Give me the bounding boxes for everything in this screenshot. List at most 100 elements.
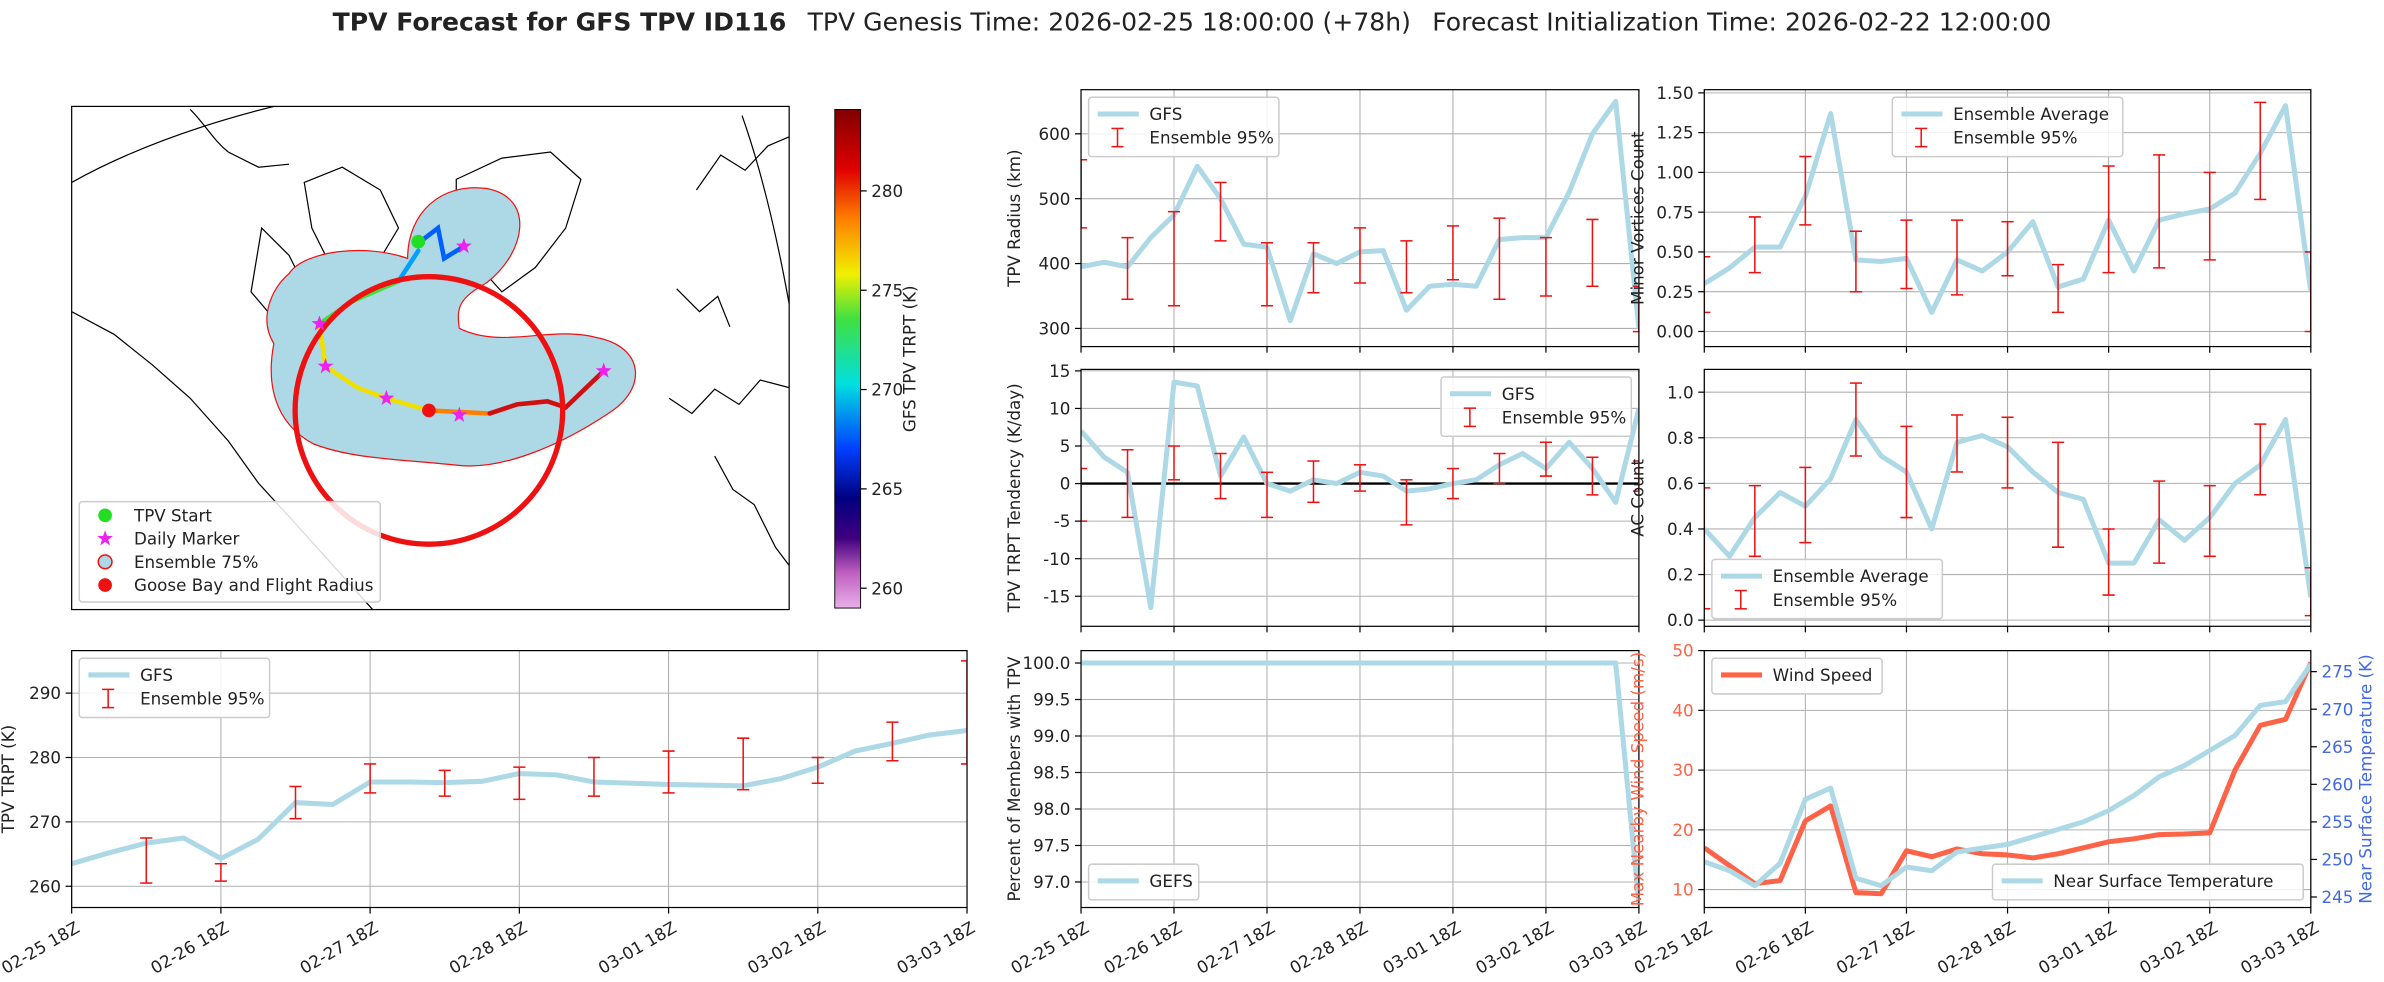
series-line bbox=[1704, 662, 2311, 889]
x-tick-label: 03-03 18Z bbox=[893, 917, 978, 978]
x-tick-label: 03-02 18Z bbox=[744, 917, 829, 978]
legend-box bbox=[1711, 657, 1883, 695]
legend-label: Ensemble Average bbox=[1953, 104, 2109, 124]
subplot: 0.00 0.25 0.50 0.75 1.00 1.25 1.50 Minor Vortic… bbox=[1627, 83, 2312, 353]
y-tick-label: 0.6 bbox=[1667, 473, 1694, 493]
map-frame bbox=[71, 105, 790, 611]
subplot: 300 400 500 600 TPV Radius (km) GFS Ensemble 9… bbox=[1004, 89, 1640, 353]
y-tick-label: 0.25 bbox=[1656, 282, 1693, 302]
y-tick-label: 40 bbox=[1672, 700, 1693, 720]
plot-frame bbox=[1080, 368, 1640, 627]
y-tick-label: 400 bbox=[1038, 254, 1070, 274]
legend-label: Ensemble 95% bbox=[1149, 128, 1273, 148]
colorbar bbox=[834, 108, 862, 609]
legend-box bbox=[1891, 96, 2124, 158]
legend-label: Wind Speed bbox=[1773, 665, 1873, 685]
y-tick-label: 1.00 bbox=[1656, 162, 1693, 182]
y-tick-label: -5 bbox=[1054, 511, 1071, 531]
y-tick-label: 300 bbox=[1038, 319, 1070, 339]
y-axis-label: TPV Radius (km) bbox=[1004, 149, 1024, 287]
y2-tick-label: 255 bbox=[2321, 812, 2353, 832]
legend-label: Ensemble 95% bbox=[1953, 128, 2077, 148]
colorbar-tick-label: 275 bbox=[871, 280, 903, 300]
x-tick-label: 02-26 18Z bbox=[1100, 917, 1185, 978]
y2-axis-label: Near Surface Temperature (K) bbox=[2356, 654, 2376, 903]
legend-label: GFS bbox=[140, 665, 173, 685]
colorbar-tick-label: 260 bbox=[871, 578, 903, 598]
legend-marker bbox=[98, 578, 112, 592]
x-tick-label: 03-03 18Z bbox=[2237, 917, 2322, 978]
x-tick-label: 03-01 18Z bbox=[1379, 917, 1464, 978]
plot-frame bbox=[1080, 650, 1640, 909]
plot-frame bbox=[1080, 89, 1640, 348]
y-axis-label: AC Count bbox=[1627, 459, 1647, 537]
map: TPV Start Daily Marker Ensemble 75% Goose B… bbox=[71, 105, 919, 611]
y-tick-label: -10 bbox=[1043, 549, 1070, 569]
plot-marks bbox=[1704, 382, 2311, 617]
y-tick-label: 10 bbox=[1672, 880, 1693, 900]
y-tick-label: 98.5 bbox=[1033, 763, 1070, 783]
y-tick-label: 15 bbox=[1049, 361, 1070, 381]
subplot: 0.0 0.2 0.4 0.6 0.8 1.0 AC Count Ensemble Avera… bbox=[1627, 368, 2312, 633]
y-tick-label: -15 bbox=[1043, 586, 1070, 606]
y-tick-label: 290 bbox=[29, 683, 61, 703]
y2-tick-label: 245 bbox=[2321, 887, 2353, 907]
flight-radius bbox=[292, 274, 566, 547]
y-tick-label: 50 bbox=[1672, 641, 1693, 661]
plot-marks bbox=[1704, 661, 2311, 897]
plot-marks bbox=[1081, 379, 1639, 611]
x-tick-label: 02-27 18Z bbox=[1833, 917, 1918, 978]
y2-tick-label: 260 bbox=[2321, 774, 2353, 794]
y-tick-label: 0.8 bbox=[1667, 428, 1694, 448]
plot-marks bbox=[71, 660, 968, 884]
y-tick-label: 0.00 bbox=[1656, 322, 1693, 342]
legend-label: TPV Start bbox=[133, 505, 212, 525]
y-tick-label: 1.0 bbox=[1667, 382, 1694, 402]
legend-marker bbox=[97, 554, 113, 570]
goose-bay bbox=[422, 403, 436, 418]
series-line bbox=[1081, 660, 1639, 905]
x-tick-label: 03-02 18Z bbox=[2136, 917, 2221, 978]
y2-tick-label: 250 bbox=[2321, 850, 2353, 870]
y-tick-label: 0 bbox=[1060, 474, 1071, 494]
y-tick-label: 10 bbox=[1049, 399, 1070, 419]
y-tick-label: 0.2 bbox=[1667, 565, 1694, 585]
colorbar-tick-label: 280 bbox=[871, 181, 903, 201]
x-tick-label: 03-02 18Z bbox=[1472, 917, 1557, 978]
y-tick-label: 500 bbox=[1038, 189, 1070, 209]
x-tick-label: 02-28 18Z bbox=[1286, 917, 1371, 978]
plot-frame bbox=[1703, 89, 2312, 348]
title-genesis: TPV Genesis Time: 2026-02-25 18:00:00 (+… bbox=[807, 7, 1411, 36]
y-tick-label: 99.5 bbox=[1033, 690, 1070, 710]
y-tick-label: 600 bbox=[1038, 124, 1070, 144]
x-tick-label: 02-26 18Z bbox=[1731, 917, 1816, 978]
y-tick-label: 0.4 bbox=[1667, 519, 1694, 539]
y-axis-label: Max Nearby Wind Speed (m/s) bbox=[1627, 652, 1647, 906]
y-tick-label: 0.50 bbox=[1656, 242, 1693, 262]
x-tick-label: 03-01 18Z bbox=[2035, 917, 2120, 978]
legend-marker bbox=[98, 508, 112, 523]
y-tick-label: 5 bbox=[1060, 436, 1071, 456]
y2-tick-label: 265 bbox=[2321, 737, 2353, 757]
legend-label: Ensemble Average bbox=[1773, 566, 1929, 586]
legend-label: GEFS bbox=[1149, 871, 1192, 891]
y-tick-label: 260 bbox=[29, 876, 61, 896]
legend-label: Ensemble 75% bbox=[134, 552, 258, 572]
y-tick-label: 100.0 bbox=[1023, 653, 1071, 673]
legend-box bbox=[1991, 863, 2304, 901]
y-tick-label: 0.0 bbox=[1667, 610, 1694, 630]
plot-frame bbox=[1703, 368, 2312, 627]
y-tick-label: 270 bbox=[29, 812, 61, 832]
x-tick-label: 02-27 18Z bbox=[296, 917, 381, 978]
legend-label: GFS bbox=[1149, 104, 1182, 124]
y-tick-label: 97.5 bbox=[1033, 836, 1070, 856]
map-legend bbox=[78, 500, 382, 603]
plot-marks bbox=[1081, 98, 1639, 333]
y-tick-label: 0.75 bbox=[1656, 202, 1693, 222]
colorbar-tick-label: 265 bbox=[871, 479, 903, 499]
subplot: -15 -10 -5 0 5 10 15 TPV TRPT Tendency (K/day) G… bbox=[1004, 361, 1640, 633]
y-tick-label: 99.0 bbox=[1033, 726, 1070, 746]
y2-tick-label: 270 bbox=[2321, 699, 2353, 719]
legend-label: Ensemble 95% bbox=[1502, 407, 1626, 427]
